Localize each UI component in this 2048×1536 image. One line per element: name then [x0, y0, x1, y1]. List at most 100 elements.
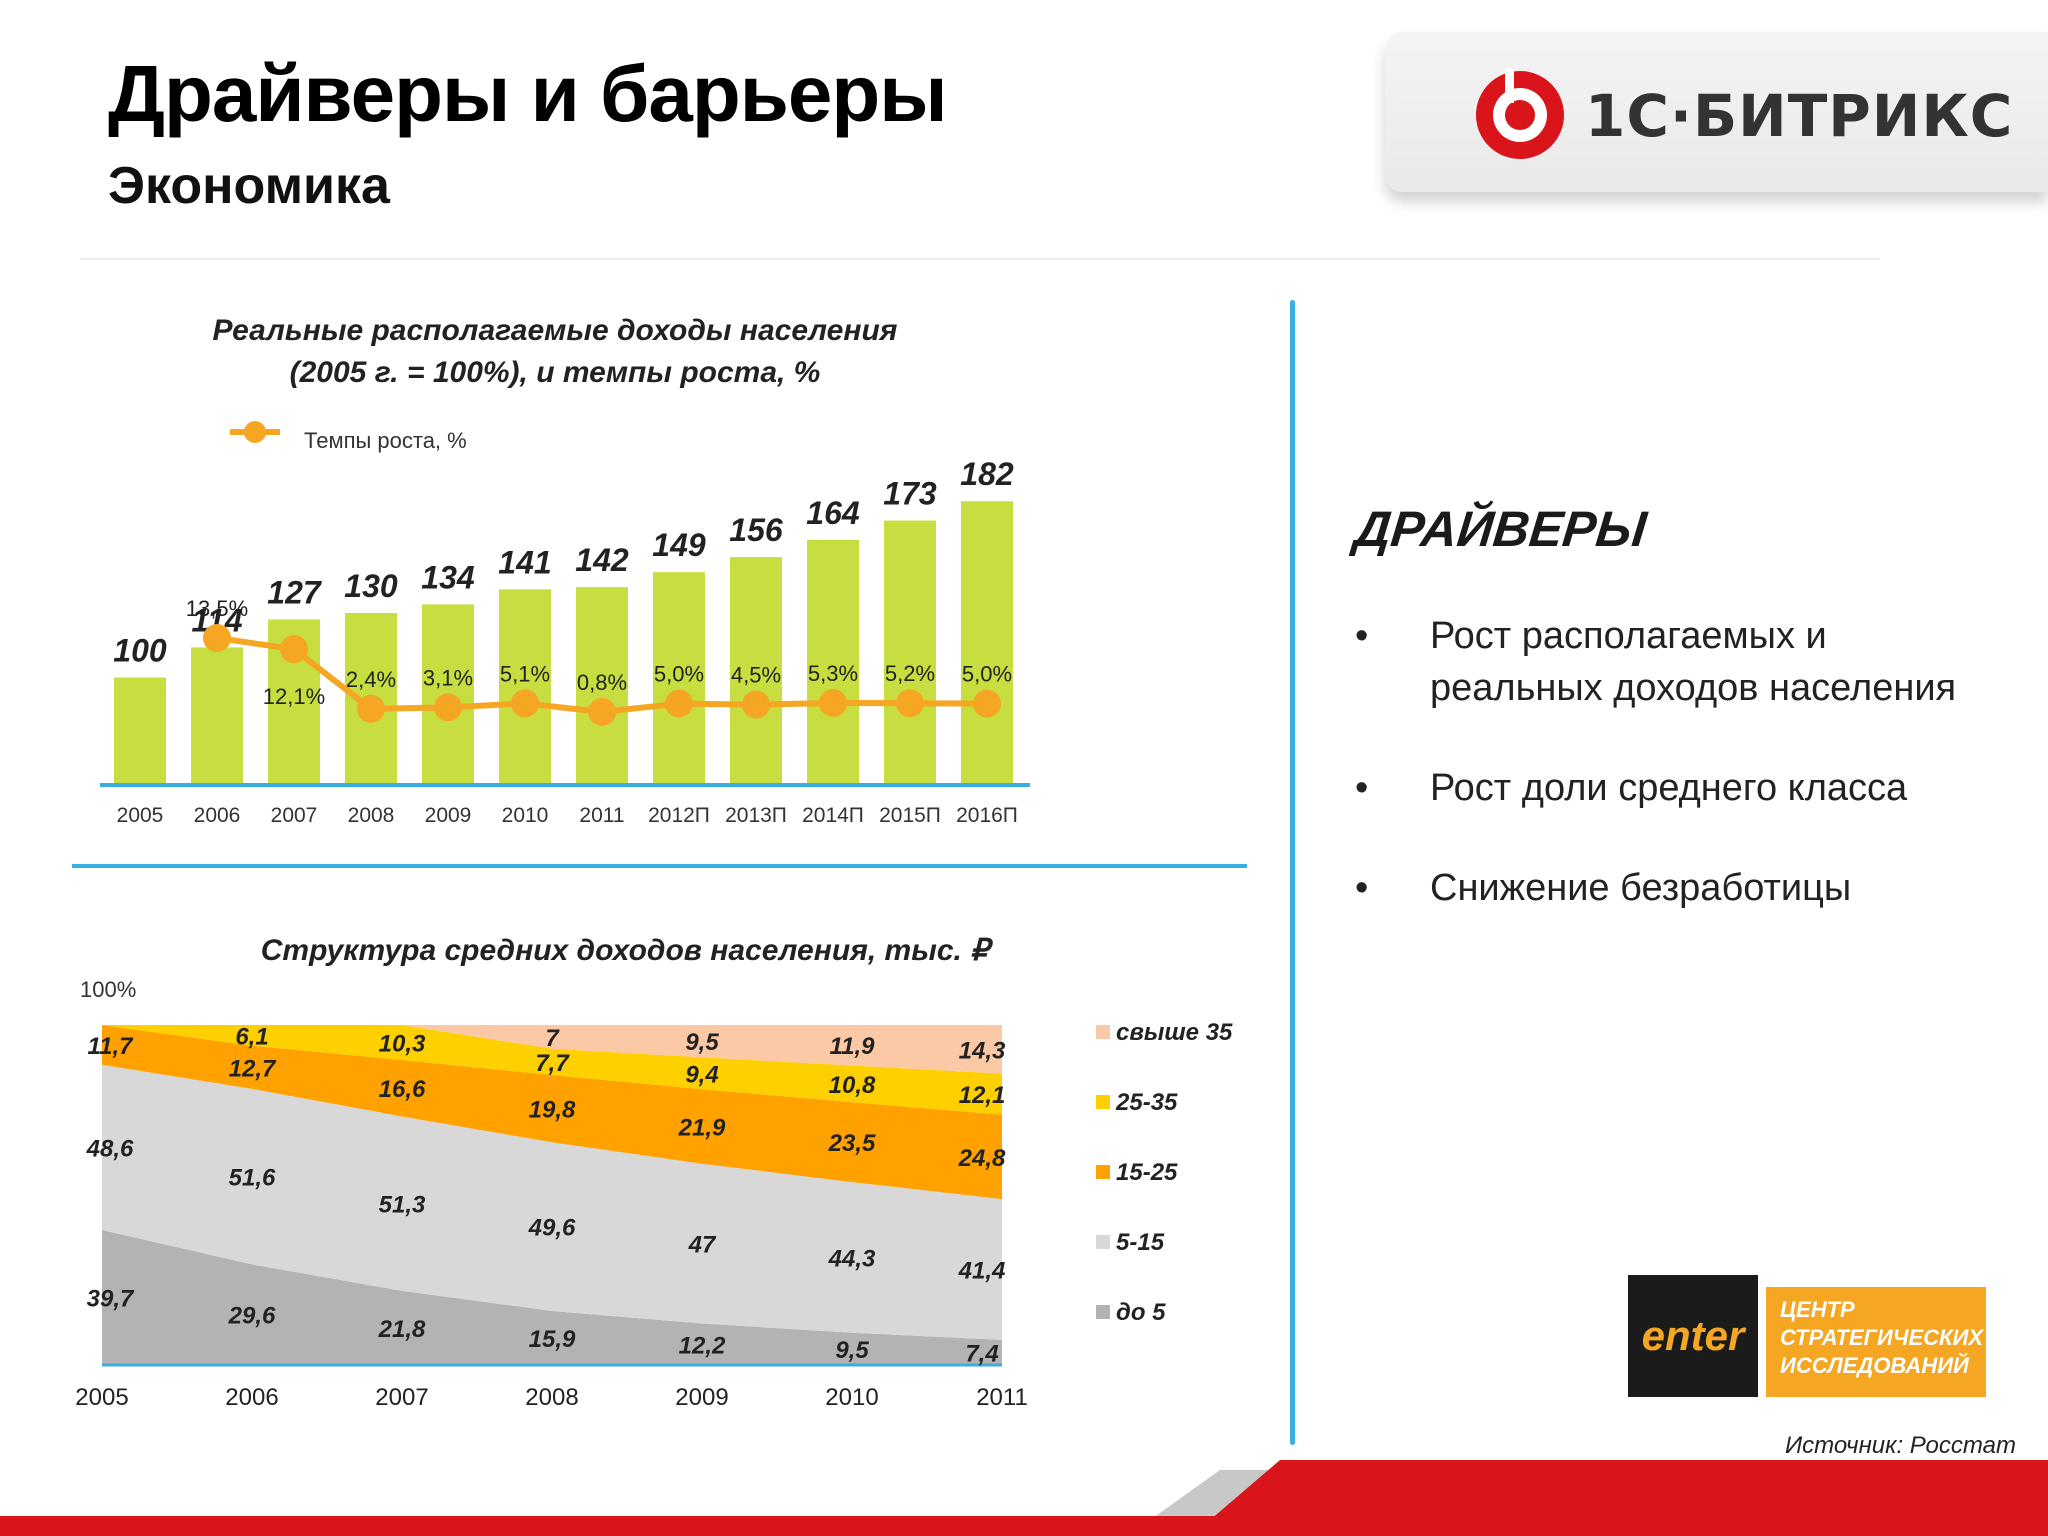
income-bar-value: 156 — [729, 512, 783, 548]
income-bar-value: 130 — [344, 568, 398, 604]
income-bar — [114, 677, 166, 785]
growth-label: 5,1% — [500, 661, 550, 686]
brand-logo-panel: 1С·БИТРИКС — [1385, 32, 2048, 192]
growth-point — [203, 624, 231, 652]
legend-label: 5-15 — [1116, 1229, 1165, 1256]
area-value-label: 16,6 — [379, 1076, 426, 1103]
research-center-line-3: ИССЛЕДОВАНИЙ — [1780, 1352, 1970, 1378]
area-value-label: 51,3 — [379, 1192, 426, 1219]
section-divider — [1290, 300, 1295, 1445]
income-bar — [807, 539, 859, 785]
growth-point — [742, 690, 770, 719]
structure-x-tick: 2010 — [825, 1384, 878, 1411]
growth-label: 12,1% — [263, 684, 325, 709]
growth-label: 5,0% — [962, 662, 1012, 687]
structure-x-tick: 2009 — [675, 1384, 728, 1411]
income-bar — [191, 647, 243, 785]
area-value-label: 7,7 — [535, 1050, 570, 1077]
growth-point — [434, 693, 462, 722]
income-x-tick: 2008 — [348, 804, 395, 827]
income-bar-chart: Реальные располагаемые доходы населения(… — [100, 314, 1030, 827]
area-value-label: 49,6 — [528, 1215, 576, 1242]
area-value-label: 9,4 — [685, 1061, 718, 1088]
income-bar-value: 164 — [806, 495, 860, 531]
income-bar-value: 134 — [421, 559, 475, 595]
area-value-label: 44,3 — [828, 1245, 876, 1272]
area-value-label: 51,6 — [229, 1165, 276, 1192]
area-value-label: 6,1 — [235, 1023, 268, 1050]
area-value-label: 12,7 — [229, 1055, 277, 1082]
income-bar-value: 142 — [575, 542, 629, 578]
area-value-label: 7,4 — [965, 1340, 998, 1367]
income-chart-title: Реальные располагаемые доходы населения(… — [213, 314, 898, 389]
research-center-line-2: СТРАТЕГИЧЕСКИХ — [1780, 1325, 1984, 1350]
area-25-35 — [102, 1025, 1002, 1115]
area-15-25 — [102, 1025, 1002, 1200]
growth-label: 13,5% — [186, 596, 248, 621]
structure-x-tick: 2005 — [75, 1384, 128, 1411]
area-value-label: 9,5 — [835, 1337, 869, 1364]
legend-label: до 5 — [1116, 1299, 1166, 1326]
income-x-tick: 2010 — [502, 804, 549, 827]
income-bar-value: 173 — [883, 476, 937, 512]
area-value-label: 11,9 — [830, 1033, 876, 1060]
legend-swatch — [1096, 1095, 1110, 1109]
income-x-tick: 2015П — [879, 804, 941, 827]
structure-x-tick: 2006 — [225, 1384, 278, 1411]
growth-point — [357, 694, 385, 723]
income-structure-area-chart: Структура средних доходов населения, тыс… — [75, 934, 1233, 1411]
legend-swatch — [1096, 1025, 1110, 1039]
legend-label: 15-25 — [1116, 1159, 1178, 1186]
area-value-label: 47 — [688, 1232, 717, 1259]
drivers-list: • Рост располагаемых и реальных доходов н… — [1355, 610, 1995, 962]
legend-label: свыше 35 — [1116, 1019, 1233, 1046]
growth-point — [973, 689, 1001, 718]
research-center-line-1: ЦЕНТР — [1780, 1297, 1855, 1322]
driver-item-middle-class: • Рост доли среднего класса — [1355, 767, 1908, 809]
structure-y-label: 100% — [80, 977, 136, 1002]
area-value-label: 14,3 — [959, 1037, 1006, 1064]
income-x-tick: 2009 — [425, 804, 472, 827]
income-x-tick: 2005 — [117, 804, 164, 827]
legend-swatch — [1096, 1235, 1110, 1249]
income-x-tick: 2016П — [956, 804, 1018, 827]
growth-label: 5,3% — [808, 661, 858, 686]
page-subtitle: Экономика — [108, 157, 390, 215]
area-value-label: 10,3 — [379, 1031, 426, 1058]
area-value-label: 11,7 — [88, 1033, 135, 1060]
income-x-tick: 2012П — [648, 804, 710, 827]
bitrix-logo-icon — [1476, 68, 1564, 159]
income-x-tick: 2011 — [579, 804, 624, 827]
growth-label: 2,4% — [346, 667, 396, 692]
drivers-heading: ДРАЙВЕРЫ — [1352, 501, 1650, 557]
income-x-tick: 2006 — [194, 804, 241, 827]
growth-point — [588, 698, 616, 726]
area-value-label: 23,5 — [828, 1130, 876, 1157]
area-5-15 — [102, 1064, 1002, 1340]
chart-separator — [72, 864, 1247, 868]
growth-point — [511, 689, 539, 718]
legend-swatch — [1096, 1165, 1110, 1179]
growth-point — [896, 689, 924, 718]
income-bar-value: 182 — [960, 456, 1014, 492]
income-bar — [884, 520, 936, 785]
income-bar-value: 149 — [652, 527, 706, 563]
area-value-label: 9,5 — [685, 1029, 719, 1056]
growth-label: 0,8% — [577, 670, 627, 695]
area-value-label: 29,6 — [228, 1303, 276, 1330]
area-value-label: 10,8 — [829, 1072, 876, 1099]
growth-label: 3,1% — [423, 665, 473, 690]
income-bar — [653, 572, 705, 785]
legend-swatch — [1096, 1305, 1110, 1319]
structure-chart-title: Структура средних доходов населения, тыс… — [261, 934, 994, 967]
growth-point — [280, 635, 308, 664]
growth-label: 4,5% — [731, 663, 781, 688]
income-bar — [730, 557, 782, 785]
area-до 5 — [102, 1230, 1002, 1365]
area-value-label: 12,1 — [959, 1082, 1006, 1109]
header-divider — [80, 258, 1880, 260]
driver-item-unemployment: • Снижение безработицы — [1355, 867, 1852, 909]
area-value-label: 7 — [545, 1025, 560, 1052]
income-bar — [499, 589, 551, 785]
income-bar-value: 100 — [113, 633, 167, 669]
